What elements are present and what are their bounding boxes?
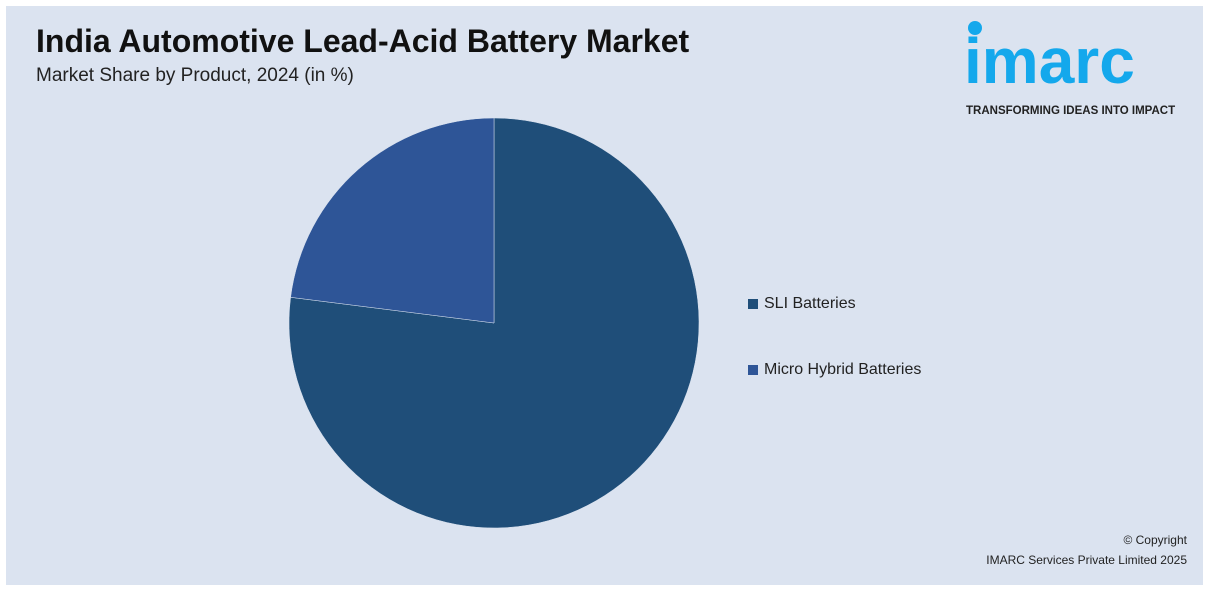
- logo-dot-icon: [968, 21, 982, 35]
- chart-subtitle: Market Share by Product, 2024 (in %): [36, 65, 354, 86]
- logo-wordmark: imarc: [964, 25, 1135, 97]
- legend-swatch: [748, 365, 758, 375]
- legend-item-sli: SLI Batteries: [748, 294, 856, 314]
- legend-label: Micro Hybrid Batteries: [764, 361, 922, 378]
- logo-tagline: TRANSFORMING IDEAS INTO IMPACT: [966, 105, 1176, 117]
- copyright-line: © Copyright: [1123, 533, 1187, 547]
- imarc-logo: imarc TRANSFORMING IDEAS INTO IMPACT: [962, 18, 1198, 120]
- legend-swatch: [748, 299, 758, 309]
- copyright-owner: IMARC Services Private Limited 2025: [986, 553, 1187, 567]
- legend-item-micro-hybrid: Micro Hybrid Batteries: [748, 360, 921, 380]
- pie-slice-sli-batteries: [288, 117, 700, 529]
- legend-label: SLI Batteries: [764, 295, 856, 312]
- chart-title: India Automotive Lead-Acid Battery Marke…: [36, 23, 690, 59]
- pie-slice-micro-hybrid-batteries: [290, 117, 495, 324]
